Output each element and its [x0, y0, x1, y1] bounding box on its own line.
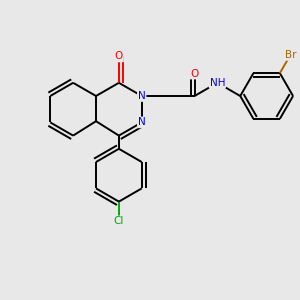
Text: N: N [138, 117, 146, 128]
Text: NH: NH [210, 78, 225, 88]
Text: N: N [138, 91, 146, 101]
Text: O: O [115, 51, 123, 62]
Text: Br: Br [285, 50, 296, 60]
Text: O: O [190, 69, 199, 79]
Text: Cl: Cl [114, 216, 124, 226]
